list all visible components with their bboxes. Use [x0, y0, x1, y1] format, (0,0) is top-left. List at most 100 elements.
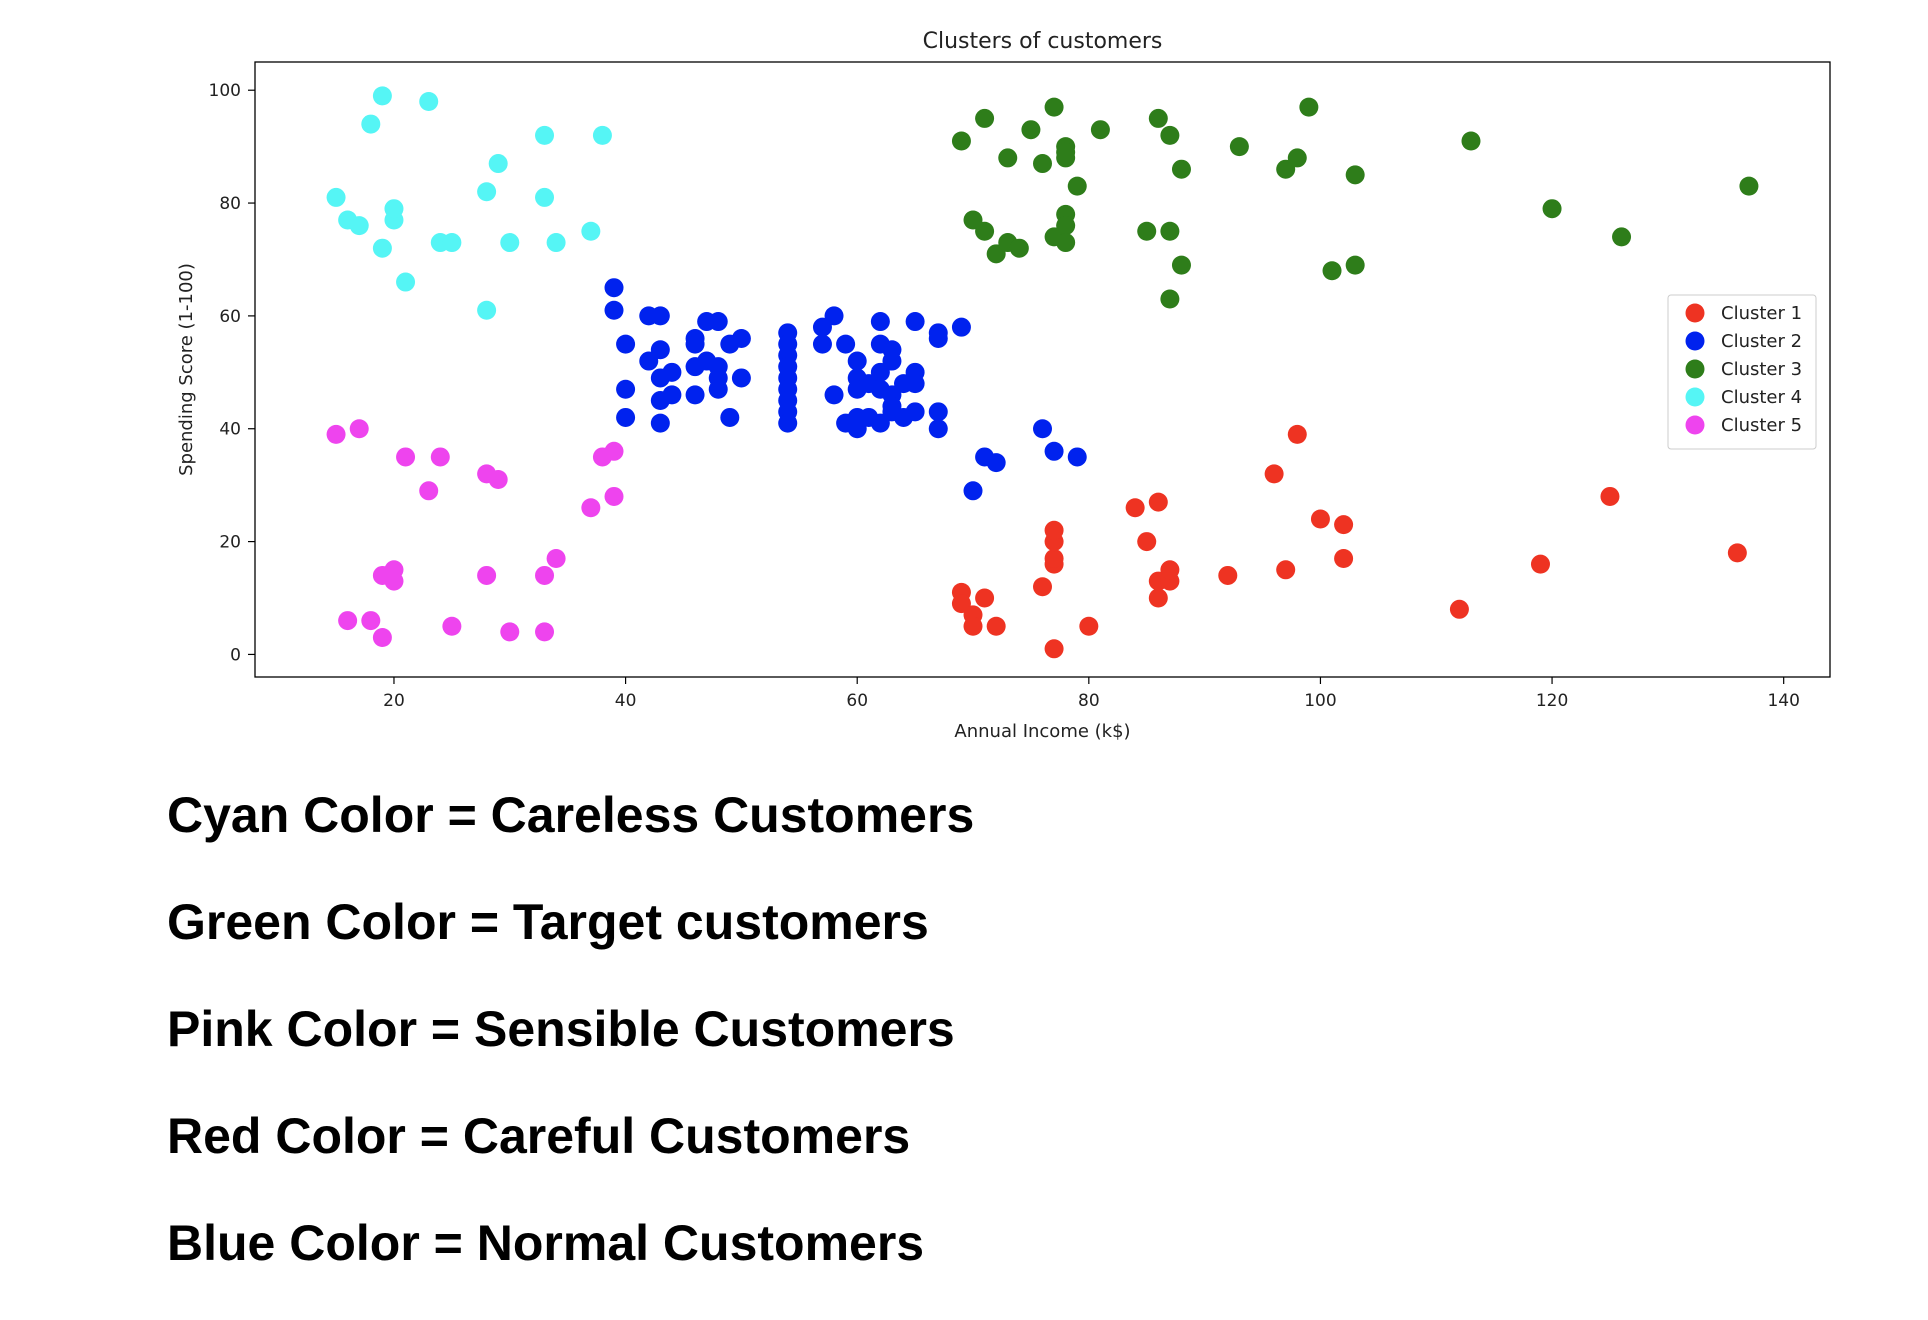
cluster-1-point [1044, 520, 1064, 540]
cluster-3-point [1137, 221, 1157, 241]
x-tick-label: 120 [1536, 691, 1568, 711]
cluster-4-point [372, 86, 392, 106]
note-green: Green Color = Target customers [167, 894, 929, 950]
data-points [326, 86, 1759, 659]
cluster-2-point [963, 481, 983, 501]
cluster-3-point [951, 131, 971, 151]
x-axis-label: Annual Income (k$) [954, 721, 1130, 742]
cluster-2-point [882, 351, 902, 371]
cluster-1-point [963, 616, 983, 636]
cluster-1-point [1033, 577, 1052, 597]
y-tick-label: 100 [209, 81, 241, 101]
y-tick-label: 0 [230, 645, 241, 665]
cluster-5-point [430, 447, 450, 467]
cluster-3-point [1345, 165, 1365, 185]
legend-marker-cluster-2 [1685, 331, 1705, 351]
legend-label-cluster-2: Cluster 2 [1721, 331, 1802, 352]
cluster-2-point [870, 312, 890, 332]
cluster-2-point [708, 312, 728, 332]
cluster-3-point [1090, 120, 1110, 140]
cluster-3-point [1739, 176, 1759, 196]
cluster-5-point [326, 424, 346, 444]
cluster-3-point [1021, 120, 1041, 140]
cluster-4-point [500, 233, 520, 253]
cluster-3-point [1160, 221, 1180, 241]
cluster-1-point [1727, 543, 1747, 563]
chart-title: Clusters of customers [923, 29, 1163, 54]
cluster-3-point [1160, 289, 1180, 309]
cluster-1-point [1148, 588, 1168, 608]
y-tick-label: 60 [219, 307, 241, 327]
cluster-4-point [535, 125, 555, 145]
cluster-3-point [1056, 216, 1076, 236]
cluster-3-point [998, 148, 1018, 168]
cluster-3-point [1542, 199, 1562, 219]
cluster-2-point [662, 362, 682, 382]
cluster-5-point [419, 481, 439, 501]
note-pink: Pink Color = Sensible Customers [167, 1001, 955, 1057]
cluster-1-point [1449, 599, 1469, 619]
legend-label-cluster-1: Cluster 1 [1721, 303, 1802, 324]
cluster-3-point [1171, 255, 1191, 275]
cluster-1-point [1044, 549, 1064, 569]
cluster-2-point [928, 402, 948, 422]
cluster-4-point [477, 300, 497, 320]
cluster-2-point [731, 328, 751, 348]
cluster-5-point [338, 611, 358, 631]
cluster-3-point [1160, 125, 1180, 145]
cluster-1-point [986, 616, 1006, 636]
x-tick-label: 20 [383, 691, 405, 711]
cluster-3-point [975, 108, 995, 128]
cluster-5-point [535, 565, 555, 585]
cluster-4-point [384, 199, 404, 219]
cluster-2-point [616, 407, 636, 427]
cluster-1-point [1137, 532, 1157, 552]
cluster-3-point [1612, 227, 1632, 247]
y-axis-label: Spending Score (1-100) [176, 263, 197, 476]
cluster-1-point [1530, 554, 1550, 574]
cluster-5-point [500, 622, 520, 642]
cluster-2-point [986, 453, 1006, 473]
cluster-5-point [349, 419, 369, 439]
legend-marker-cluster-1 [1685, 303, 1705, 323]
cluster-5-point [604, 441, 624, 461]
cluster-3-point [1056, 142, 1076, 162]
cluster-5-point [396, 447, 416, 467]
cluster-4-point [442, 233, 462, 253]
cluster-2-point [836, 334, 856, 354]
legend-marker-cluster-5 [1685, 415, 1705, 435]
cluster-2-point [708, 379, 728, 399]
cluster-1-point [1218, 565, 1238, 585]
cluster-1-point [1079, 616, 1099, 636]
cluster-2-point [650, 306, 670, 326]
cluster-4-point [592, 125, 612, 145]
cluster-1-point [1287, 424, 1307, 444]
y-axis-ticks: 0 20 40 60 80 100 [209, 81, 255, 665]
legend-marker-cluster-4 [1685, 387, 1705, 407]
cluster-3-point [1033, 154, 1052, 174]
cluster-4-point [372, 238, 392, 258]
cluster-5-point [546, 549, 566, 569]
legend: Cluster 1 Cluster 2 Cluster 3 Cluster 4 Clus… [1667, 294, 1817, 450]
cluster-4-point [581, 221, 601, 241]
legend-label-cluster-4: Cluster 4 [1721, 387, 1802, 408]
cluster-2-point [685, 385, 705, 405]
cluster-2-point [951, 317, 971, 337]
cluster-2-point [928, 328, 948, 348]
cluster-1-point [1264, 464, 1284, 484]
x-tick-label: 60 [846, 691, 868, 711]
cluster-5-point [535, 622, 555, 642]
cluster-1-point [1125, 498, 1145, 518]
legend-box [1667, 294, 1817, 450]
cluster-4-point [419, 91, 439, 111]
cluster-2-point [616, 334, 636, 354]
cluster-4-point [477, 182, 497, 202]
cluster-3-point [1461, 131, 1481, 151]
cluster-2-point [662, 385, 682, 405]
cluster-1-point [1334, 549, 1354, 569]
cluster-1-point [1600, 486, 1620, 506]
cluster-4-point [546, 233, 566, 253]
cluster-3-point [1345, 255, 1365, 275]
cluster-1-point [1310, 509, 1330, 529]
cluster-3-point [975, 221, 995, 241]
